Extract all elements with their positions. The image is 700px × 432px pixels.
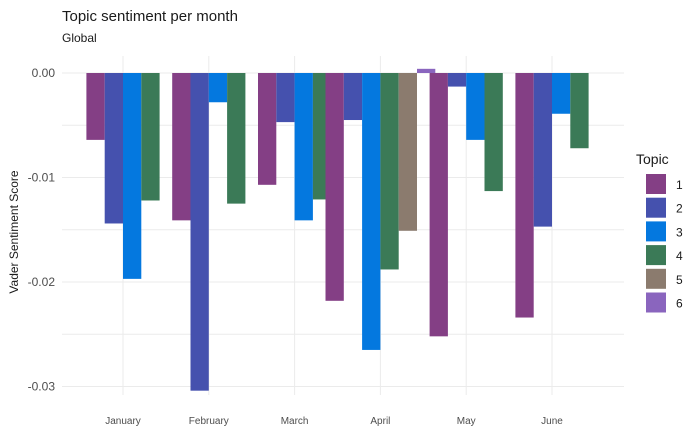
bar <box>276 73 295 123</box>
bar <box>398 73 417 231</box>
x-tick-label: January <box>105 416 141 427</box>
y-tick-label: -0.02 <box>28 275 56 289</box>
bar <box>447 73 467 87</box>
y-tick-label: -0.03 <box>28 380 56 394</box>
legend-swatch <box>646 221 666 242</box>
bar <box>417 68 436 73</box>
legend-label: 3 <box>676 225 683 239</box>
y-tick-label: 0.00 <box>32 66 56 80</box>
bar <box>362 73 381 350</box>
bar <box>123 73 142 279</box>
x-tick-label: February <box>189 416 229 427</box>
chart-title: Topic sentiment per month <box>62 8 238 25</box>
chart-subtitle: Global <box>62 31 97 45</box>
legend-label: 4 <box>676 249 683 263</box>
y-axis-ticks: 0.00 -0.01 -0.02 -0.03 <box>28 66 56 394</box>
bar <box>570 73 589 149</box>
bar <box>141 73 160 201</box>
bar <box>484 73 503 192</box>
legend-swatch <box>646 245 666 266</box>
legend-label: 2 <box>676 202 683 216</box>
legend-title: Topic <box>636 151 669 167</box>
legend-label: 1 <box>676 178 683 192</box>
legend-label: 6 <box>676 297 683 311</box>
y-axis-label: Vader Sentiment Score <box>7 170 21 294</box>
x-tick-label: June <box>541 416 563 427</box>
x-axis-ticks: January February March April May June <box>105 416 563 427</box>
x-tick-label: March <box>281 416 309 427</box>
legend-swatch <box>646 268 666 289</box>
bar <box>380 73 399 270</box>
y-tick-label: -0.01 <box>28 171 56 185</box>
bar <box>258 73 277 185</box>
legend-swatch <box>646 174 666 194</box>
x-tick-label: April <box>370 416 390 427</box>
bar <box>429 73 448 337</box>
x-tick-label: May <box>457 416 476 427</box>
bar <box>294 73 313 221</box>
bar <box>466 73 485 140</box>
legend-label: 5 <box>676 273 683 287</box>
bar <box>343 73 363 121</box>
bar <box>104 73 123 224</box>
legend: Topic 1 2 3 4 5 6 <box>636 151 683 313</box>
bar <box>533 73 552 227</box>
bar <box>86 73 105 140</box>
bar <box>190 73 209 391</box>
bar <box>552 73 571 114</box>
legend-swatch <box>646 197 666 218</box>
bar <box>227 73 246 204</box>
legend-swatch <box>646 292 666 313</box>
bar <box>325 73 344 301</box>
bar <box>172 73 191 221</box>
bar <box>515 73 534 318</box>
bars <box>86 68 589 391</box>
bar <box>208 73 228 103</box>
